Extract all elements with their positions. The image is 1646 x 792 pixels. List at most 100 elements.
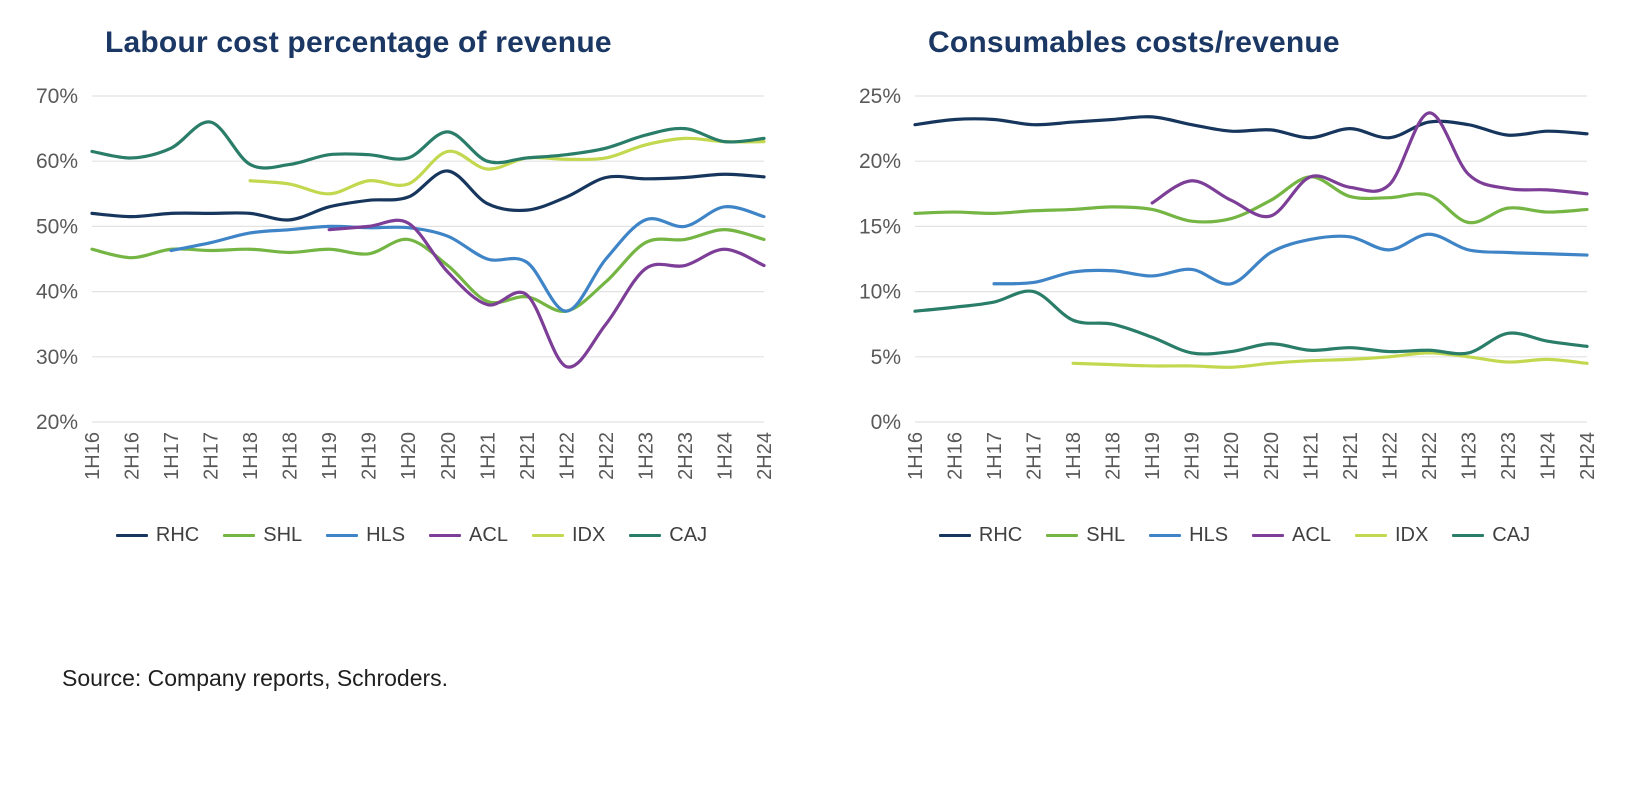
- legend-label: ACL: [469, 524, 508, 546]
- legend-item-CAJ: CAJ: [629, 524, 707, 547]
- consumables-chart: 0% 5% 10% 15% 20% 25% 1H16 2H16 1H17 2H17 1H18 2H18…: [859, 85, 1599, 480]
- x-tick-label: 2H19: [1182, 432, 1204, 480]
- legend-label: SHL: [1086, 524, 1126, 546]
- x-tick-label: 1H24: [714, 432, 736, 480]
- labour-cost-chart-panel: Labour cost percentage of revenue 20% 30%…: [0, 16, 823, 547]
- x-tick-label: 1H21: [477, 432, 499, 480]
- y-tick-label: 60%: [36, 150, 78, 173]
- legend-swatch-CAJ: [629, 534, 662, 537]
- x-tick-label: 2H17: [1024, 432, 1046, 480]
- labour-cost-chart: 20% 30% 40% 50% 60% 70% 1H16 2H16 1H17 2H17 1H18 2H…: [36, 85, 776, 480]
- y-tick-label: 20%: [36, 411, 78, 434]
- series-line-CAJ: [90, 120, 766, 170]
- legend-label: ACL: [1292, 524, 1331, 546]
- charts-row: Labour cost percentage of revenue 20% 30%…: [0, 16, 1646, 547]
- legend-swatch-IDX: [531, 534, 564, 537]
- legend-item-RHC: RHC: [938, 524, 1023, 547]
- y-tick-label: 30%: [36, 346, 78, 369]
- legend-swatch-ACL: [429, 534, 462, 537]
- x-tick-label: 2H22: [596, 432, 618, 480]
- x-tick-label: 1H16: [82, 432, 104, 480]
- y-tick-label: 40%: [36, 281, 78, 304]
- legend-item-IDX: IDX: [531, 524, 606, 547]
- x-tick-label: 2H16: [945, 432, 967, 480]
- legend-item-ACL: ACL: [429, 524, 508, 547]
- x-tick-label: 1H17: [161, 432, 183, 480]
- legend-swatch-RHC: [115, 534, 148, 537]
- x-tick-label: 2H23: [1498, 432, 1520, 480]
- y-tick-label: 0%: [871, 411, 901, 434]
- series-line-ACL: [1150, 111, 1589, 219]
- consumables-chart-title: Consumables costs/revenue: [928, 26, 1340, 59]
- legend-label: HLS: [366, 524, 406, 546]
- legend-label: RHC: [978, 524, 1023, 546]
- legend-item-SHL: SHL: [223, 524, 302, 547]
- legend-swatch-SHL: [1046, 534, 1079, 537]
- x-tick-label: 1H18: [240, 432, 262, 480]
- y-tick-label: 10%: [859, 281, 901, 304]
- series-line-HLS: [992, 232, 1589, 286]
- legend-swatch-HLS: [326, 534, 359, 537]
- page: Labour cost percentage of revenue 20% 30%…: [0, 16, 1646, 691]
- series-line-ACL: [327, 218, 766, 369]
- y-tick-label: 50%: [36, 215, 78, 238]
- legend-item-IDX: IDX: [1354, 524, 1429, 547]
- legend-label: CAJ: [669, 524, 708, 546]
- series-line-RHC: [913, 115, 1589, 140]
- legend-label: HLS: [1189, 524, 1229, 546]
- x-tick-label: 2H23: [675, 432, 697, 480]
- legend-swatch-RHC: [938, 534, 971, 537]
- x-tick-label: 1H19: [319, 432, 341, 480]
- x-tick-label: 2H21: [1340, 432, 1362, 480]
- x-tick-label: 2H17: [201, 432, 223, 480]
- legend-label: RHC: [155, 524, 200, 546]
- series-line-SHL: [90, 228, 766, 313]
- x-tick-label: 2H16: [122, 432, 144, 480]
- x-tick-label: 1H24: [1537, 432, 1559, 480]
- legend-label: SHL: [263, 524, 303, 546]
- x-tick-label: 1H23: [1458, 432, 1480, 480]
- legend-label: CAJ: [1492, 524, 1531, 546]
- series-line-RHC: [90, 169, 766, 222]
- y-tick-label: 70%: [36, 85, 78, 108]
- x-tick-label: 1H23: [635, 432, 657, 480]
- series-line-CAJ: [913, 289, 1589, 356]
- consumables-chart-legend: RHC SHL HLS ACL IDX CAJ: [823, 524, 1646, 547]
- x-tick-label: 2H18: [1103, 432, 1125, 480]
- legend-swatch-SHL: [223, 534, 256, 537]
- series-line-IDX: [1071, 351, 1589, 369]
- legend-label: IDX: [571, 524, 606, 546]
- x-tick-label: 2H20: [438, 432, 460, 480]
- legend-item-ACL: ACL: [1252, 524, 1331, 547]
- legend-swatch-HLS: [1149, 534, 1182, 537]
- legend-item-RHC: RHC: [115, 524, 200, 547]
- y-tick-label: 20%: [859, 150, 901, 173]
- x-tick-label: 1H22: [556, 432, 578, 480]
- legend-item-CAJ: CAJ: [1452, 524, 1530, 547]
- x-tick-label: 2H21: [517, 432, 539, 480]
- x-tick-label: 1H20: [1221, 432, 1243, 480]
- x-tick-label: 1H19: [1142, 432, 1164, 480]
- x-tick-label: 2H20: [1261, 432, 1283, 480]
- y-tick-label: 5%: [871, 346, 901, 369]
- x-tick-label: 2H22: [1419, 432, 1441, 480]
- x-tick-label: 1H21: [1300, 432, 1322, 480]
- x-tick-label: 1H17: [984, 432, 1006, 480]
- x-tick-label: 1H20: [398, 432, 420, 480]
- source-note: Source: Company reports, Schroders.: [62, 665, 449, 691]
- series-line-HLS: [169, 205, 766, 313]
- series-line-IDX: [248, 136, 766, 196]
- legend-swatch-CAJ: [1452, 534, 1485, 537]
- x-tick-label: 2H24: [1577, 432, 1599, 480]
- x-tick-label: 2H18: [280, 432, 302, 480]
- legend-label: IDX: [1394, 524, 1429, 546]
- y-tick-label: 15%: [859, 215, 901, 238]
- legend-item-SHL: SHL: [1046, 524, 1125, 547]
- x-tick-label: 1H22: [1379, 432, 1401, 480]
- legend-item-HLS: HLS: [1149, 524, 1228, 547]
- legend-item-HLS: HLS: [326, 524, 405, 547]
- y-tick-label: 25%: [859, 85, 901, 108]
- legend-swatch-ACL: [1252, 534, 1285, 537]
- consumables-chart-panel: Consumables costs/revenue 0% 5% 10% 15% 20% 2…: [823, 16, 1646, 547]
- labour-cost-chart-legend: RHC SHL HLS ACL IDX CAJ: [0, 524, 823, 547]
